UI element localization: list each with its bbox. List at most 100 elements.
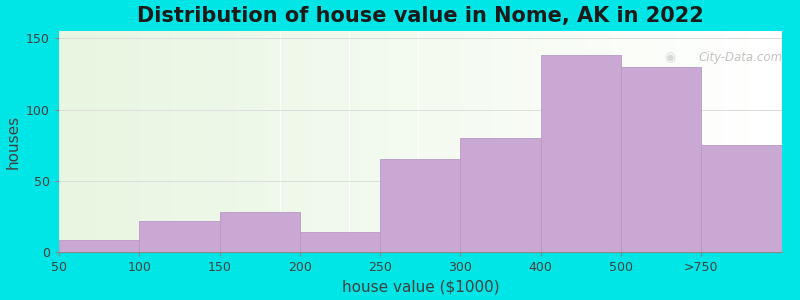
Bar <box>713 31 716 252</box>
Bar <box>157 31 161 252</box>
Bar <box>237 31 241 252</box>
Bar <box>673 31 676 252</box>
Bar <box>204 31 208 252</box>
Bar <box>502 31 506 252</box>
Bar <box>730 31 734 252</box>
Bar <box>430 31 433 252</box>
Bar <box>300 232 380 252</box>
X-axis label: house value ($1000): house value ($1000) <box>342 279 499 294</box>
Bar <box>676 31 680 252</box>
Bar <box>393 31 397 252</box>
Bar <box>408 31 411 252</box>
Bar <box>190 31 194 252</box>
Bar <box>557 31 560 252</box>
Bar <box>654 31 658 252</box>
Bar <box>473 31 477 252</box>
Bar <box>66 31 70 252</box>
Bar <box>353 31 357 252</box>
Bar <box>680 31 683 252</box>
Bar <box>321 31 324 252</box>
Bar <box>763 31 767 252</box>
Bar <box>683 31 687 252</box>
Bar <box>749 31 753 252</box>
Bar <box>470 31 473 252</box>
Bar <box>110 31 114 252</box>
Bar <box>626 31 629 252</box>
Bar <box>302 31 306 252</box>
Bar <box>760 31 763 252</box>
Bar <box>335 31 338 252</box>
Bar <box>234 31 237 252</box>
Bar <box>480 31 484 252</box>
Bar <box>666 31 669 252</box>
Bar <box>266 31 270 252</box>
Bar <box>640 31 644 252</box>
Bar <box>281 31 284 252</box>
Bar <box>59 31 62 252</box>
Bar <box>578 31 582 252</box>
Bar <box>687 31 691 252</box>
Bar <box>466 31 470 252</box>
Bar <box>589 31 593 252</box>
Bar <box>411 31 415 252</box>
Bar <box>106 31 110 252</box>
Bar <box>607 31 611 252</box>
Bar <box>742 31 746 252</box>
Bar <box>593 31 597 252</box>
Bar <box>179 31 182 252</box>
Bar <box>600 31 604 252</box>
Bar <box>455 31 458 252</box>
Bar <box>534 31 538 252</box>
Bar <box>258 31 262 252</box>
Bar <box>382 31 386 252</box>
Bar <box>342 31 346 252</box>
Bar <box>361 31 364 252</box>
Bar <box>506 31 510 252</box>
Bar <box>62 31 66 252</box>
Bar <box>538 31 542 252</box>
Bar <box>375 31 378 252</box>
Bar <box>451 31 454 252</box>
Bar <box>186 31 190 252</box>
Bar <box>604 31 607 252</box>
Bar <box>92 31 95 252</box>
Bar <box>251 31 255 252</box>
Bar <box>171 31 175 252</box>
Bar <box>226 31 230 252</box>
Bar <box>284 31 288 252</box>
Bar <box>390 31 393 252</box>
Bar <box>546 31 550 252</box>
Bar <box>571 31 574 252</box>
Bar <box>531 31 534 252</box>
Text: ◉: ◉ <box>664 51 675 64</box>
Bar <box>121 31 124 252</box>
Bar <box>241 31 244 252</box>
Bar <box>70 31 74 252</box>
Bar <box>513 31 517 252</box>
Bar <box>629 31 633 252</box>
Bar <box>618 31 622 252</box>
Bar <box>597 31 600 252</box>
Bar <box>698 31 702 252</box>
Bar <box>194 31 197 252</box>
Bar <box>753 31 756 252</box>
Bar <box>397 31 400 252</box>
Bar <box>491 31 494 252</box>
Bar <box>117 31 121 252</box>
Bar <box>727 31 730 252</box>
Bar <box>306 31 310 252</box>
Bar <box>444 31 447 252</box>
Bar <box>560 31 564 252</box>
Bar <box>99 31 102 252</box>
Bar <box>197 31 201 252</box>
Bar <box>524 31 527 252</box>
Bar <box>313 31 317 252</box>
Bar <box>622 31 626 252</box>
Bar <box>709 31 713 252</box>
Bar <box>782 31 786 252</box>
Bar <box>244 31 248 252</box>
Bar <box>128 31 132 252</box>
Bar <box>400 31 404 252</box>
Bar <box>59 241 139 252</box>
Bar <box>102 31 106 252</box>
